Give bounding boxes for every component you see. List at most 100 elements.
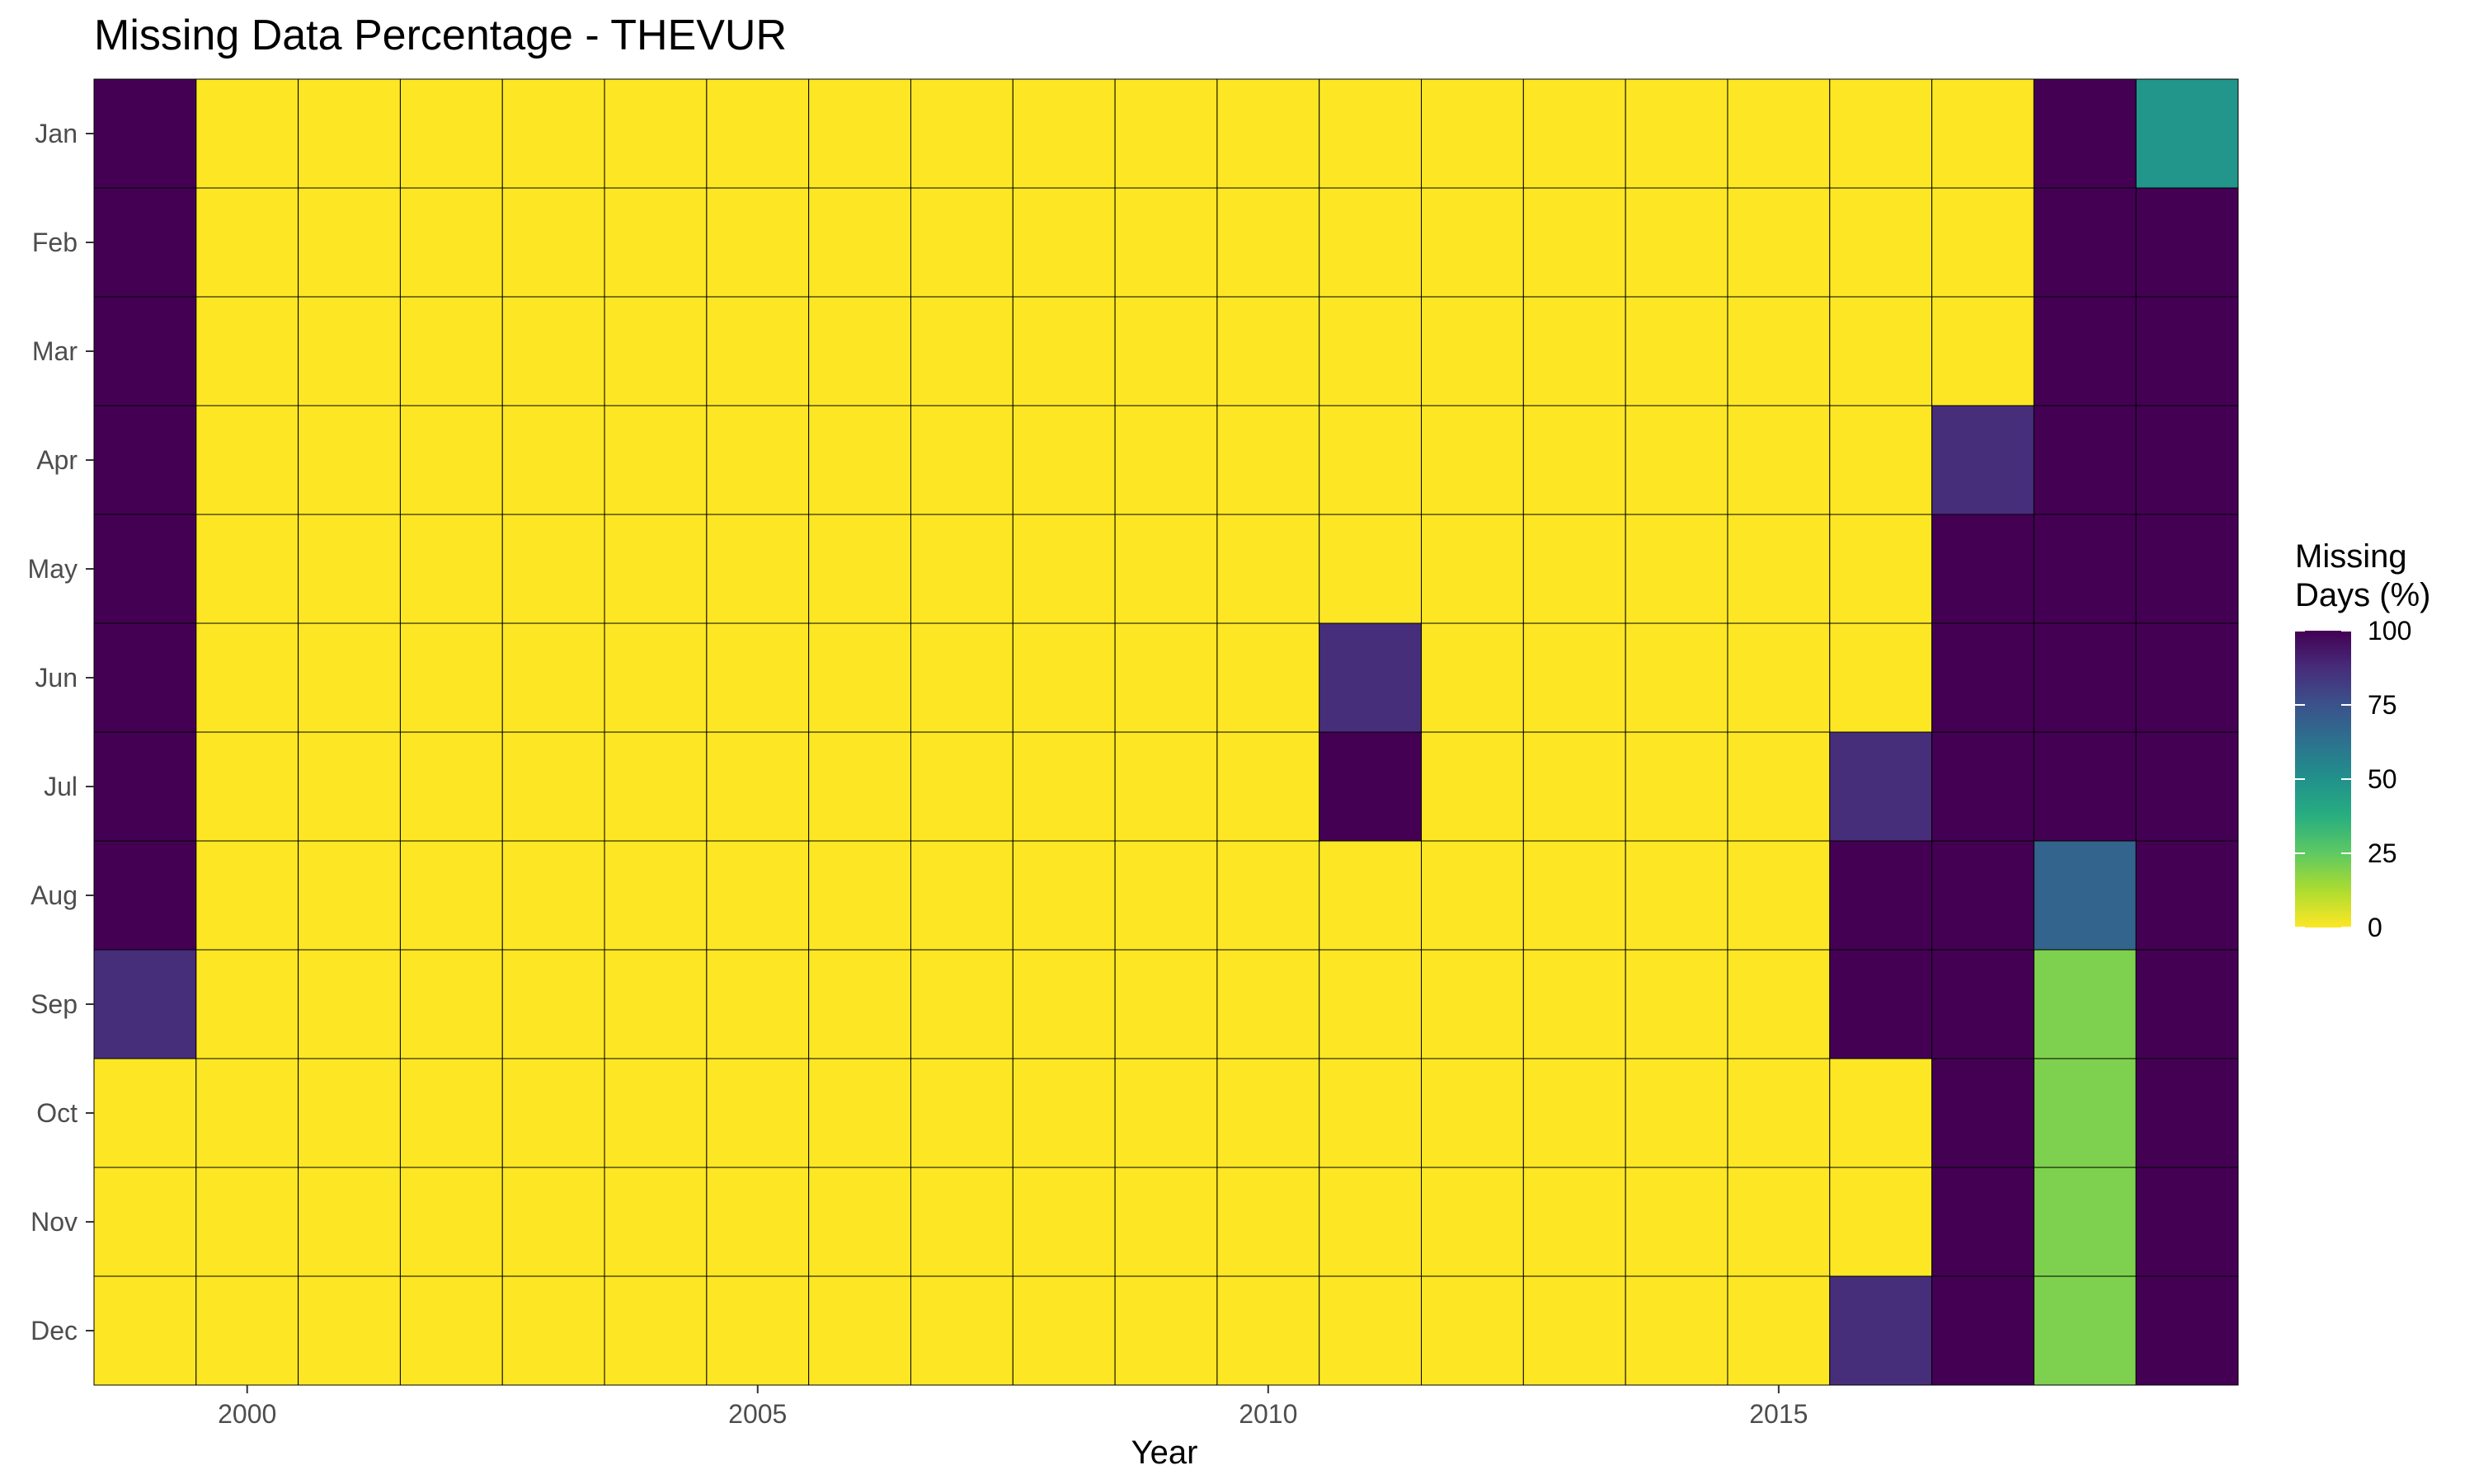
heatmap-cell-mar-2008 <box>1012 296 1116 406</box>
heatmap-cell-nov-2019 <box>2135 1167 2239 1277</box>
heatmap-cell-jul-2018 <box>2033 731 2137 842</box>
heatmap-cell-apr-2005 <box>706 405 810 515</box>
heatmap-cell-nov-2016 <box>1829 1167 1933 1277</box>
heatmap-cell-jun-2006 <box>808 622 911 733</box>
heatmap-cell-apr-2017 <box>1931 405 2034 515</box>
heatmap-cell-apr-2002 <box>399 405 503 515</box>
heatmap-cell-mar-2013 <box>1522 296 1626 406</box>
heatmap-cell-aug-2000 <box>195 840 299 951</box>
heatmap-cell-sep-2019 <box>2135 949 2239 1059</box>
y-tick-label: Jun <box>35 663 78 693</box>
heatmap-cell-dec-1999 <box>93 1275 197 1386</box>
heatmap-cell-jan-2015 <box>1727 78 1831 189</box>
heatmap-cell-jan-2011 <box>1319 78 1423 189</box>
heatmap-cell-oct-2019 <box>2135 1058 2239 1168</box>
heatmap-cell-dec-2018 <box>2033 1275 2137 1386</box>
heatmap-cell-apr-2016 <box>1829 405 1933 515</box>
heatmap-cell-mar-2006 <box>808 296 911 406</box>
heatmap-cell-jan-2013 <box>1522 78 1626 189</box>
heatmap-cell-sep-2001 <box>298 949 401 1059</box>
heatmap-cell-sep-2000 <box>195 949 299 1059</box>
heatmap-cell-may-2009 <box>1114 514 1218 624</box>
heatmap-cell-jul-2001 <box>298 731 401 842</box>
heatmap-cell-apr-2000 <box>195 405 299 515</box>
y-tick-label: May <box>28 554 78 584</box>
heatmap-cell-dec-2006 <box>808 1275 911 1386</box>
heatmap-cell-aug-2009 <box>1114 840 1218 951</box>
x-tick-label: 2000 <box>218 1399 276 1429</box>
y-tick-label: Mar <box>32 336 78 366</box>
heatmap-cell-mar-2009 <box>1114 296 1218 406</box>
heatmap-cell-feb-2009 <box>1114 187 1218 298</box>
heatmap-cell-jun-2008 <box>1012 622 1116 733</box>
x-axis-title: Year <box>1131 1435 1198 1471</box>
legend-label: 0 <box>2368 913 2382 942</box>
heatmap-cell-oct-2003 <box>501 1058 605 1168</box>
heatmap-cell-jan-2007 <box>910 78 1014 189</box>
heatmap-cell-jul-2009 <box>1114 731 1218 842</box>
x-tick-label: 2010 <box>1239 1399 1297 1429</box>
heatmap-cell-mar-2007 <box>910 296 1014 406</box>
legend-label: 25 <box>2368 838 2397 868</box>
heatmap-cell-mar-2010 <box>1216 296 1320 406</box>
heatmap-cell-mar-2017 <box>1931 296 2034 406</box>
heatmap-cell-nov-2017 <box>1931 1167 2034 1277</box>
heatmap-cell-dec-2017 <box>1931 1275 2034 1386</box>
heatmap-cell-may-2017 <box>1931 514 2034 624</box>
heatmap-cell-oct-2000 <box>195 1058 299 1168</box>
heatmap-cell-feb-2001 <box>298 187 401 298</box>
heatmap-cell-apr-2018 <box>2033 405 2137 515</box>
heatmap-cell-jun-2004 <box>604 622 708 733</box>
heatmap-cell-nov-2002 <box>399 1167 503 1277</box>
heatmap-cell-aug-2006 <box>808 840 911 951</box>
heatmap-cell-jul-2015 <box>1727 731 1831 842</box>
heatmap-cell-mar-2011 <box>1319 296 1423 406</box>
y-tick-label: Sep <box>31 989 78 1019</box>
legend-title-line1: Missing <box>2295 538 2407 575</box>
heatmap-cell-jul-2017 <box>1931 731 2034 842</box>
heatmap-cell-aug-2005 <box>706 840 810 951</box>
heatmap-cell-sep-2009 <box>1114 949 1218 1059</box>
heatmap-cell-apr-2007 <box>910 405 1014 515</box>
heatmap-cell-feb-2012 <box>1421 187 1524 298</box>
heatmap-cell-jan-2001 <box>298 78 401 189</box>
heatmap-cell-jun-2002 <box>399 622 503 733</box>
heatmap-cell-feb-2010 <box>1216 187 1320 298</box>
heatmap-cell-dec-2016 <box>1829 1275 1933 1386</box>
heatmap-cell-apr-2013 <box>1522 405 1626 515</box>
heatmap-cell-sep-2018 <box>2033 949 2137 1059</box>
heatmap-cell-nov-2013 <box>1522 1167 1626 1277</box>
heatmap-cell-may-2012 <box>1421 514 1524 624</box>
heatmap-cell-jan-2014 <box>1625 78 1729 189</box>
heatmap-cell-jan-2008 <box>1012 78 1116 189</box>
heatmap-cell-nov-1999 <box>93 1167 197 1277</box>
heatmap-cell-may-2013 <box>1522 514 1626 624</box>
heatmap-cell-nov-2008 <box>1012 1167 1116 1277</box>
heatmap-cell-nov-2000 <box>195 1167 299 1277</box>
heatmap-cell-mar-2005 <box>706 296 810 406</box>
heatmap-cell-aug-2001 <box>298 840 401 951</box>
heatmap-cell-sep-2017 <box>1931 949 2034 1059</box>
heatmap-cell-may-2018 <box>2033 514 2137 624</box>
heatmap-cell-dec-2019 <box>2135 1275 2239 1386</box>
heatmap-cell-jun-2015 <box>1727 622 1831 733</box>
heatmap-cell-apr-2009 <box>1114 405 1218 515</box>
heatmap-cell-dec-2003 <box>501 1275 605 1386</box>
heatmap-cell-dec-2011 <box>1319 1275 1423 1386</box>
heatmap-cell-aug-2007 <box>910 840 1014 951</box>
heatmap-cell-jun-2000 <box>195 622 299 733</box>
heatmap-cell-feb-2002 <box>399 187 503 298</box>
legend-ticks: 100 75 50 25 0 <box>2295 616 2411 942</box>
heatmap-cell-oct-2012 <box>1421 1058 1524 1168</box>
heatmap-cell-mar-2000 <box>195 296 299 406</box>
heatmap-cell-oct-2007 <box>910 1058 1014 1168</box>
heatmap-cell-may-2016 <box>1829 514 1933 624</box>
heatmap-cell-nov-2015 <box>1727 1167 1831 1277</box>
heatmap-cell-oct-2010 <box>1216 1058 1320 1168</box>
heatmap-cell-sep-2005 <box>706 949 810 1059</box>
heatmap-cell-jan-2002 <box>399 78 503 189</box>
heatmap-cell-mar-1999 <box>93 296 197 406</box>
heatmap-cell-jan-2010 <box>1216 78 1320 189</box>
heatmap-cell-aug-2013 <box>1522 840 1626 951</box>
